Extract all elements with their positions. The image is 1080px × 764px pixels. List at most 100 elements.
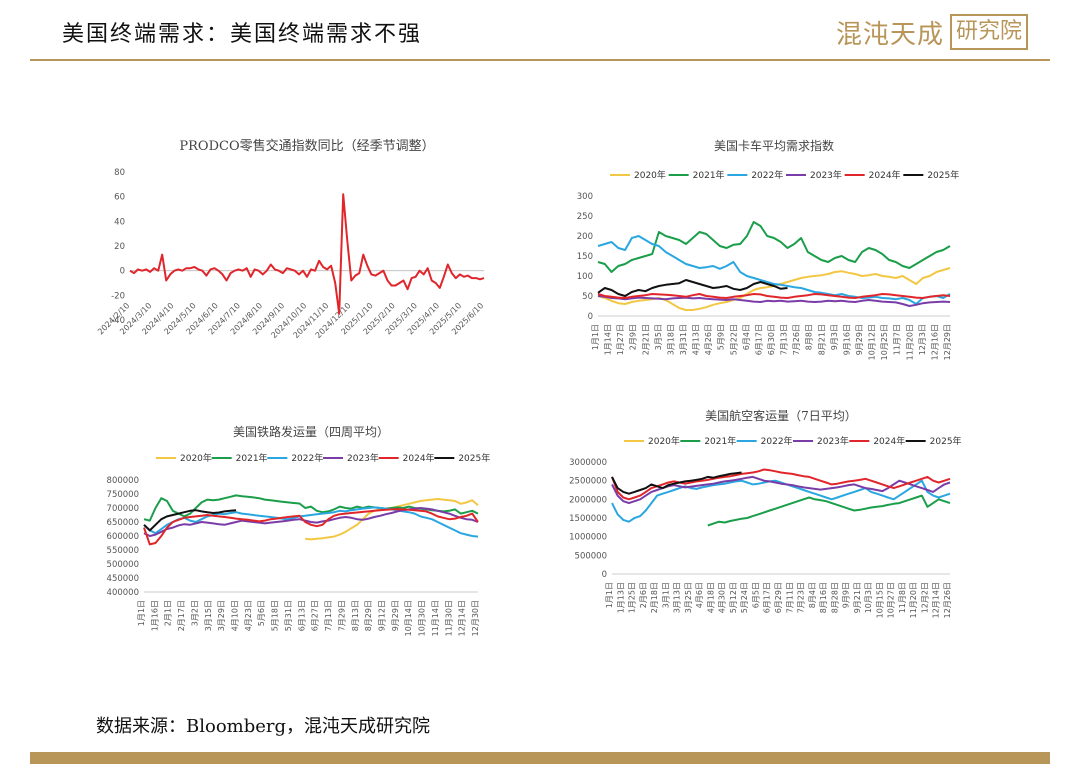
x-tick-label: 7月23日 [797,582,806,613]
x-tick-label: 11月8日 [898,582,907,613]
x-tick-label: 6月13日 [297,600,306,631]
x-tick-label: 8月13日 [351,600,360,631]
x-tick-label: 6月27日 [311,600,320,631]
y-tick-label: 2500000 [569,477,607,487]
x-tick-label: 12月3日 [918,324,927,355]
footer-bar [30,752,1050,764]
logo-box-text: 研究院 [949,14,1028,50]
legend-label: 2025年 [458,452,490,464]
y-tick-label: 650000 [107,518,139,528]
x-tick-label: 7月11日 [785,582,794,613]
chart-prodco-retail-traffic: PRODCO零售交通指数同比（经季节调整） 80 60 40 20 0 -20 -40 2024… [96,128,496,368]
brand-logo: 混沌天成 研究院 [836,12,1028,52]
x-tick-label: 2月1日 [164,600,173,626]
x-tick-label: 7月13日 [780,324,789,355]
x-tick-label: 1月27日 [616,324,625,355]
x-tick-label: 2月6日 [639,582,648,608]
series-line-2024 [611,468,951,501]
x-tick-label: 8月8日 [805,324,814,350]
legend-label: 2024年 [869,169,901,181]
x-tick-label: 3月1日 [661,582,670,608]
x-tick-label: 1月14日 [604,324,613,355]
chart-title: 美国铁路发运量（四周平均） [233,424,389,439]
chart-svg: 美国卡车平均需求指数 2020年 2021年 2022年 2023年 2024年 2025年… [577,138,959,360]
x-tick-label: 10月15日 [875,582,884,618]
y-tick-label: 200 [577,232,593,242]
x-tick-label: 4月26日 [704,324,713,355]
x-tick-label: 5月12日 [729,582,738,613]
y-tick-label: 0 [120,267,125,277]
x-tick-label: 9月21日 [853,582,862,613]
x-tick-label: 1月16日 [150,600,159,631]
x-tick-label: 9月29日 [391,600,400,631]
y-tick-label: 80 [114,168,125,178]
series-line-2025 [597,279,788,297]
x-tick-label: 8月28日 [830,582,839,613]
x-tick-label: 3月5日 [654,324,663,350]
x-tick-label: 8月21日 [817,324,826,355]
series-line-2024 [143,508,479,546]
series-line-2021 [597,221,951,273]
x-tick-label: 11月14日 [431,600,440,636]
chart-rail-shipments: 美国铁路发运量（四周平均） 2020年 2021年 2022年 2023年 2024年 20… [96,418,496,648]
x-tick-label: 12月14日 [458,600,467,636]
y-tick-label: 400000 [107,588,139,598]
x-tick-label: 10月14日 [404,600,413,636]
x-tick-label: 12月26日 [943,582,952,618]
legend-label: 2024年 [403,452,435,464]
y-tick-label: 150 [577,252,593,262]
x-tick-label: 5月22日 [729,324,738,355]
chart-legend: 2020年 2021年 2022年 2023年 2024年 2025年 [624,435,962,447]
data-source-note: 数据来源：Bloomberg，混沌天成研究院 [96,716,431,737]
x-tick-label: 3月15日 [204,600,213,631]
series-line-2022 [597,235,951,305]
x-tick-label: 3月31日 [679,324,688,355]
chart-truck-demand-index: 美国卡车平均需求指数 2020年 2021年 2022年 2023年 2024年 2025年… [560,128,960,378]
y-tick-label: 700000 [107,504,139,514]
chart-svg: 美国航空客运量（7日平均）2020年 2021年 2022年 2023年 2024年 20… [569,408,962,618]
y-tick-label: 40 [114,217,125,227]
x-tick-label: 2月17日 [177,600,186,631]
y-tick-label: 100 [577,272,593,282]
x-tick-label: 10月25日 [880,324,889,360]
chart-air-passengers: 美国航空客运量（7日平均） 2020年 2021年 2022年 2023年 2024年 20… [560,400,962,630]
y-tick-label: 250 [577,212,593,222]
legend-label: 2022年 [751,169,783,181]
y-tick-label: 60 [114,193,125,203]
y-tick-label: 50 [582,292,593,302]
y-tick-label: 0 [602,570,607,580]
legend-label: 2023年 [810,169,842,181]
x-tick-label: 4月30日 [718,582,727,613]
x-tick-label: 8月4日 [808,582,817,608]
x-tick-label: 4月23日 [244,600,253,631]
x-tick-label: 1月1日 [605,582,614,608]
y-tick-label: -40 [111,316,125,326]
x-tick-label: 7月29日 [337,600,346,631]
x-tick-label: 11月20日 [905,324,914,360]
chart-legend: 2020年 2021年 2022年 2023年 2024年 2025年 [156,452,490,464]
x-tick-label: 3月29日 [217,600,226,631]
legend-label: 2022年 [761,435,793,447]
legend-label: 2025年 [927,169,959,181]
x-tick-label: 4月18日 [706,582,715,613]
x-tick-label: 12月2日 [920,582,929,613]
series-line-2022 [611,479,951,523]
x-tick-label: 6月17日 [763,582,772,613]
x-tick-label: 12月14日 [932,582,941,618]
legend-label: 2021年 [236,452,268,464]
legend-label: 2022年 [291,452,323,464]
x-tick-label: 3月2日 [190,600,199,626]
x-tick-label: 2月21日 [641,324,650,355]
y-tick-label: 500000 [575,551,607,561]
chart-title: 美国卡车平均需求指数 [714,138,834,153]
x-tick-label: 11月30日 [444,600,453,636]
x-tick-label: 6月30日 [767,324,776,355]
x-tick-label: 3月13日 [673,582,682,613]
y-tick-label: 750000 [107,490,139,500]
y-tick-label: 600000 [107,532,139,542]
x-tick-label: 5月18日 [271,600,280,631]
series-line-2024 [597,293,951,299]
x-tick-label: 2月18日 [650,582,659,613]
x-tick-label: 3月25日 [684,582,693,613]
x-tick-label: 4月6日 [695,582,704,608]
